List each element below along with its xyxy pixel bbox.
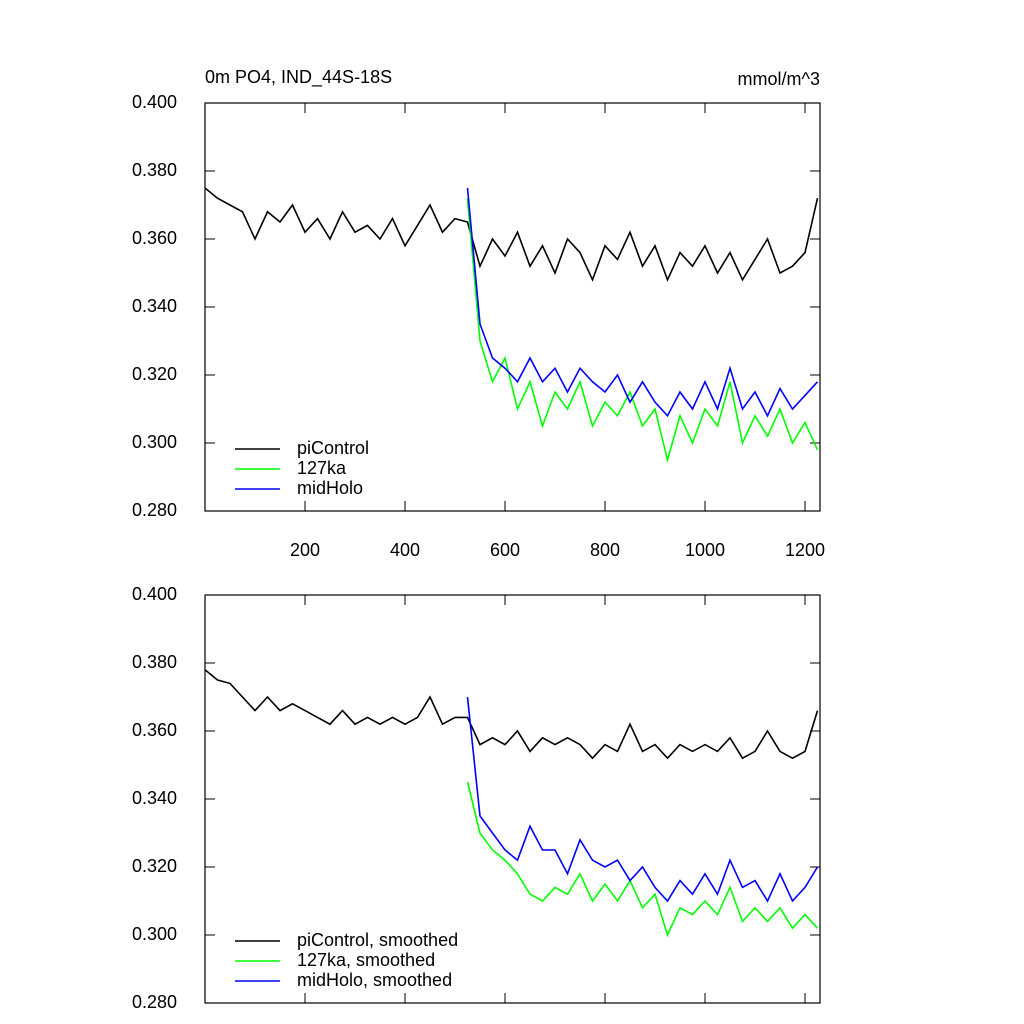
y-tick-label: 0.300 bbox=[132, 924, 177, 944]
y-tick-label: 0.400 bbox=[132, 584, 177, 604]
data-line bbox=[204, 187, 819, 282]
y-tick-label: 0.380 bbox=[132, 160, 177, 180]
x-tick-label: 1200 bbox=[785, 540, 825, 560]
data-line bbox=[466, 696, 819, 903]
x-tick-label: 400 bbox=[390, 540, 420, 560]
data-line bbox=[466, 781, 819, 938]
x-tick-label: 600 bbox=[490, 540, 520, 560]
legend-label: 127ka, smoothed bbox=[297, 950, 435, 970]
y-tick-label: 0.280 bbox=[132, 992, 177, 1012]
x-tick-label: 200 bbox=[290, 540, 320, 560]
y-tick-label: 0.340 bbox=[132, 296, 177, 316]
data-line bbox=[466, 198, 819, 464]
y-tick-label: 0.340 bbox=[132, 788, 177, 808]
y-tick-label: 0.320 bbox=[132, 856, 177, 876]
x-tick-label: 800 bbox=[590, 540, 620, 560]
y-tick-label: 0.280 bbox=[132, 500, 177, 520]
y-tick-label: 0.400 bbox=[132, 92, 177, 112]
y-tick-label: 0.380 bbox=[132, 652, 177, 672]
data-line bbox=[466, 187, 819, 418]
legend-label: piControl, smoothed bbox=[297, 930, 458, 950]
y-tick-label: 0.300 bbox=[132, 432, 177, 452]
data-line bbox=[204, 669, 819, 760]
units-label: mmol/m^3 bbox=[738, 69, 820, 89]
y-tick-label: 0.320 bbox=[132, 364, 177, 384]
legend-label: midHolo, smoothed bbox=[297, 970, 452, 990]
legend-label: piControl bbox=[297, 438, 369, 458]
legend-label: 127ka bbox=[297, 458, 347, 478]
y-tick-label: 0.360 bbox=[132, 228, 177, 248]
chart-title: 0m PO4, IND_44S-18S bbox=[205, 67, 392, 88]
y-tick-label: 0.360 bbox=[132, 720, 177, 740]
legend-label: midHolo bbox=[297, 478, 363, 498]
x-tick-label: 1000 bbox=[685, 540, 725, 560]
